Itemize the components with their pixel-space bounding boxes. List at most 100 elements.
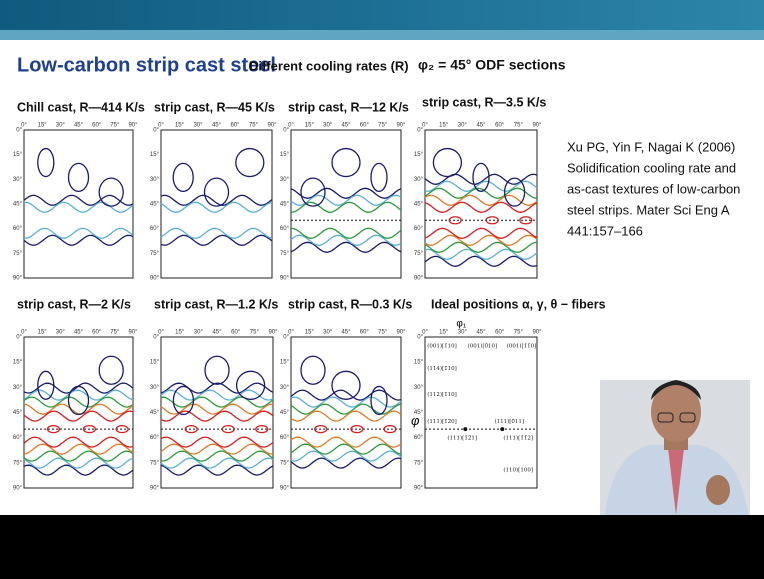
left-tick-label: 15° [414, 360, 424, 366]
ideal-label: (001)[1̄10] [427, 343, 457, 350]
top-tick-label: 45° [212, 330, 222, 336]
top-tick-label: 15° [305, 330, 315, 336]
ideal-label: (112)[1̄10] [427, 391, 457, 398]
left-tick-label: 0° [153, 128, 159, 134]
top-tick-label: 45° [341, 123, 351, 129]
presenter [600, 380, 750, 515]
left-tick-label: 90° [280, 276, 290, 282]
left-tick-label: 30° [414, 385, 424, 391]
panel-label: Ideal positions α, γ, θ − fibers [431, 297, 606, 311]
top-tick-label: 90° [268, 330, 278, 336]
slide: Low-carbon strip cast steel Different co… [0, 0, 764, 579]
panel-label: strip cast, R—2 K/s [17, 297, 131, 311]
top-tick-label: 45° [74, 123, 84, 129]
top-tick-label: 90° [532, 330, 542, 336]
top-band [0, 0, 764, 30]
odf-frame [24, 337, 133, 488]
top-tick-label: 30° [56, 123, 66, 129]
left-tick-label: 30° [414, 177, 424, 183]
top-tick-label: 0° [21, 330, 27, 336]
top-tick-label: 45° [74, 330, 84, 336]
left-tick-label: 30° [150, 177, 160, 183]
top-tick-label: 30° [458, 330, 468, 336]
top-tick-label: 90° [396, 123, 406, 129]
ideal-label: (001)[0̄10] [468, 343, 498, 350]
left-tick-label: 75° [150, 251, 160, 257]
top-tick-label: 75° [378, 123, 388, 129]
left-tick-label: 90° [414, 486, 424, 492]
top-tick-label: 0° [158, 123, 164, 129]
left-tick-label: 60° [13, 435, 23, 441]
top-tick-label: 75° [514, 123, 524, 129]
left-tick-label: 0° [417, 335, 423, 341]
left-tick-label: 75° [13, 251, 23, 257]
left-tick-label: 30° [13, 385, 23, 391]
top-tick-label: 90° [128, 330, 138, 336]
top-tick-label: 0° [158, 330, 164, 336]
hand [706, 475, 730, 505]
top-tick-label: 60° [495, 330, 505, 336]
left-tick-label: 60° [280, 435, 290, 441]
left-tick-label: 30° [150, 385, 160, 391]
left-tick-label: 0° [283, 128, 289, 134]
top-tick-label: 75° [514, 330, 524, 336]
left-tick-label: 45° [280, 410, 290, 416]
left-tick-label: 75° [280, 460, 290, 466]
left-tick-label: 15° [13, 360, 23, 366]
top-tick-label: 15° [38, 330, 48, 336]
left-tick-label: 60° [150, 435, 160, 441]
top-tick-label: 60° [92, 330, 102, 336]
left-tick-label: 15° [414, 152, 424, 158]
top-tick-label: 75° [250, 330, 260, 336]
left-tick-label: 15° [280, 360, 290, 366]
odf-frame [425, 337, 537, 488]
reference-line: Xu PG, Yin F, Nagai K (2006) [567, 139, 735, 154]
left-tick-label: 75° [414, 460, 424, 466]
reference-line: as-cast textures of low-carbon [567, 181, 740, 196]
top-tick-label: 15° [305, 123, 315, 129]
top-tick-label: 0° [422, 123, 428, 129]
left-tick-label: 60° [150, 226, 160, 232]
top-tick-label: 60° [92, 123, 102, 129]
top-tick-label: 90° [267, 123, 277, 129]
top-tick-label: 90° [532, 123, 542, 129]
left-tick-label: 90° [150, 486, 160, 492]
top-tick-label: 60° [231, 330, 241, 336]
left-tick-label: 45° [13, 202, 23, 208]
ideal-point [463, 427, 467, 431]
ideal-point [500, 427, 504, 431]
left-tick-label: 15° [13, 152, 23, 158]
panel-label: strip cast, R—3.5 K/s [422, 95, 546, 109]
left-tick-label: 90° [280, 486, 290, 492]
odf-frame [161, 130, 272, 278]
reference-line: steel strips. Mater Sci Eng A [567, 202, 730, 217]
top-tick-label: 75° [110, 330, 120, 336]
top-tick-label: 30° [323, 123, 333, 129]
top-tick-label: 45° [476, 123, 486, 129]
left-tick-label: 60° [414, 226, 424, 232]
left-tick-label: 15° [150, 360, 160, 366]
top-tick-label: 15° [439, 123, 449, 129]
top-stripe [0, 30, 764, 40]
top-tick-label: 90° [396, 330, 406, 336]
left-tick-label: 60° [414, 435, 424, 441]
top-tick-label: 15° [38, 123, 48, 129]
left-tick-label: 90° [13, 276, 23, 282]
ideal-label: (114)[1̄10] [427, 365, 457, 372]
top-tick-label: 30° [323, 330, 333, 336]
top-tick-label: 60° [495, 123, 505, 129]
panel-label: strip cast, R—45 K/s [154, 100, 275, 114]
top-tick-label: 0° [422, 330, 428, 336]
top-tick-label: 45° [476, 330, 486, 336]
left-tick-label: 90° [13, 486, 23, 492]
left-tick-label: 90° [150, 276, 160, 282]
left-tick-label: 60° [13, 226, 23, 232]
title: Low-carbon strip cast steel [17, 54, 276, 76]
top-tick-label: 75° [249, 123, 259, 129]
top-tick-label: 45° [212, 123, 222, 129]
left-tick-label: 45° [414, 202, 424, 208]
phi1: φ₁ [456, 319, 466, 330]
top-tick-label: 0° [288, 330, 294, 336]
top-tick-label: 60° [360, 123, 370, 129]
left-tick-label: 75° [414, 251, 424, 257]
